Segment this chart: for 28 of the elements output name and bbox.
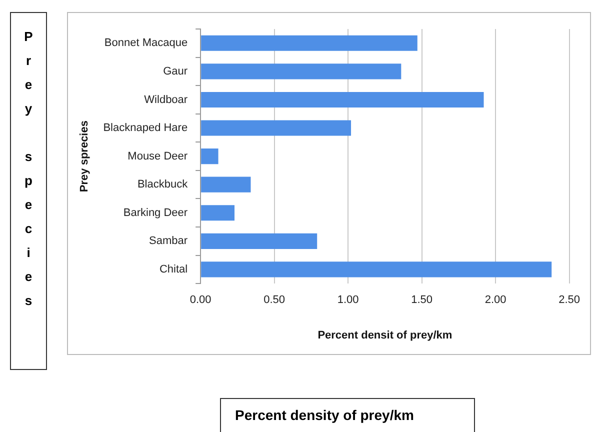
bar — [201, 64, 402, 80]
x-axis-title: Percent densit of prey/km — [318, 329, 452, 342]
text: Percent density of prey/km — [235, 407, 414, 423]
x-tick-label: 1.00 — [337, 294, 359, 306]
x-tick-label: 1.50 — [411, 294, 433, 306]
y-tick-label: Sambar — [149, 235, 188, 248]
x-tick-label: 2.00 — [484, 294, 506, 306]
y-tick-label: Bonnet Macaque — [104, 37, 188, 50]
bar — [201, 92, 484, 108]
y-axis-title: Prey sprecies — [78, 120, 91, 192]
y-tick-label: Blacknaped Hare — [103, 122, 188, 134]
bar — [201, 120, 352, 136]
bar — [201, 148, 218, 164]
bar — [201, 262, 552, 278]
bar — [201, 233, 318, 249]
x-tick-label: 2.50 — [558, 294, 580, 306]
x-tick-label: 0.50 — [264, 294, 286, 306]
y-tick-label: Gaur — [163, 65, 188, 78]
y-tick-label: Wildboar — [144, 94, 188, 106]
y-tick-label: Mouse Deer — [128, 150, 188, 162]
text: Prey species — [21, 29, 36, 319]
x-tick-label: 0.00 — [190, 294, 212, 306]
y-tick-label: Barking Deer — [123, 206, 188, 219]
bar — [201, 205, 235, 221]
y-tick-label: Blackbuck — [137, 178, 188, 191]
bar — [201, 35, 418, 51]
y-tick-label: Chital — [159, 263, 188, 276]
bar — [201, 176, 251, 192]
